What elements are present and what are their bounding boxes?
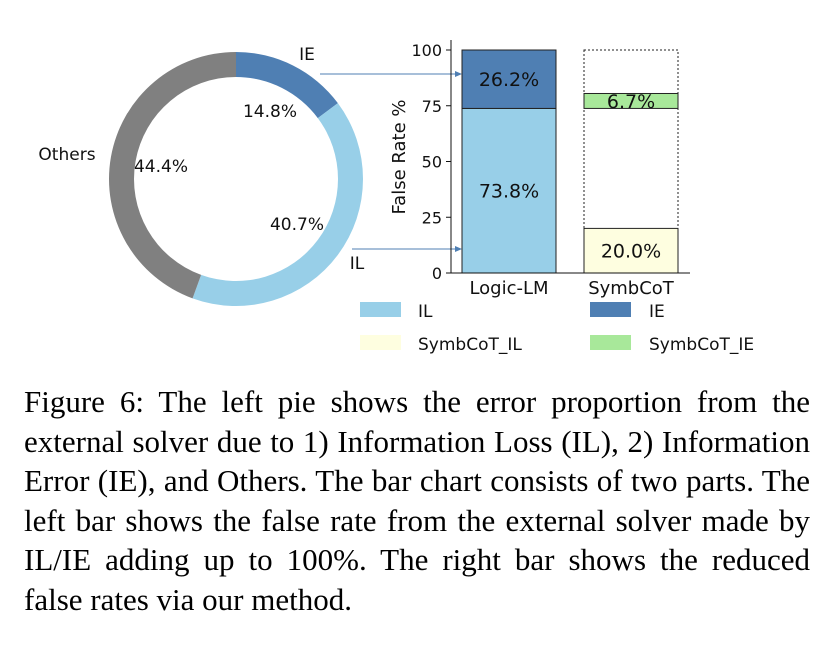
- legend-label-il: IL: [418, 302, 433, 322]
- connector-arrow-il: [352, 246, 462, 252]
- legend-swatch-il: [360, 302, 401, 317]
- stacked-bar-chart: 73.8% 26.2% 20.0% 6.7% 0 25 50 75 100 Logic-LM S…: [389, 40, 690, 299]
- y-tick-label: 50: [422, 153, 442, 172]
- bar-value-label: 26.2%: [479, 69, 539, 91]
- pie-slice-others: [108, 52, 236, 299]
- pie-slice-il: [192, 103, 364, 306]
- legend-item-symbcot-ie: SymbCoT_IE: [590, 335, 754, 355]
- y-axis-label: False Rate %: [389, 99, 410, 214]
- pie-label-il: IL: [350, 254, 365, 274]
- legend-swatch-symbcot-il: [360, 335, 401, 350]
- legend-label-symbcot-il: SymbCoT_IL: [418, 335, 522, 355]
- legend-item-ie: IE: [590, 302, 665, 322]
- bar-segments: 73.8% 26.2% 20.0% 6.7%: [461, 49, 679, 274]
- legend: IL IE SymbCoT_IL SymbCoT_IE: [360, 302, 754, 355]
- legend-label-symbcot-ie: SymbCoT_IE: [649, 335, 754, 355]
- legend-item-il: IL: [360, 302, 433, 322]
- y-tick-label: 25: [422, 208, 442, 227]
- bar-value-label: 73.8%: [479, 181, 539, 203]
- legend-swatch-ie: [590, 302, 631, 317]
- legend-swatch-symbcot-ie: [590, 335, 631, 350]
- pie-pct-others: 44.4%: [134, 157, 188, 177]
- legend-label-ie: IE: [649, 302, 665, 322]
- bar-segment-logic-lm-ie: [461, 49, 557, 109]
- connector-arrow-ie: [320, 71, 462, 77]
- pie-label-ie: IE: [299, 45, 315, 65]
- legend-item-symbcot-il: SymbCoT_IL: [360, 335, 522, 355]
- pie-label-others: Others: [38, 145, 95, 165]
- figure-canvas: IE IL Others 14.8% 40.7% 44.4% 73.8% 26.2…: [38, 40, 754, 355]
- bar-value-label: 6.7%: [607, 91, 655, 113]
- x-tick-label: SymbCoT: [588, 278, 675, 299]
- y-tick-label: 100: [411, 41, 442, 60]
- y-tick-label: 0: [432, 264, 442, 283]
- pie-pct-il: 40.7%: [270, 215, 324, 235]
- pie-pct-ie: 14.8%: [243, 102, 297, 122]
- bar-segment-logic-lm-il: [461, 107, 557, 274]
- pie-slice-ie: [236, 52, 338, 119]
- bar-value-label: 20.0%: [601, 241, 661, 263]
- y-tick-label: 75: [422, 97, 442, 116]
- x-ticks: Logic-LM SymbCoT: [469, 278, 674, 299]
- donut-chart: [108, 52, 364, 306]
- y-ticks: 0 25 50 75 100: [411, 41, 451, 283]
- y-axis: 0 25 50 75 100: [411, 40, 690, 283]
- x-tick-label: Logic-LM: [469, 278, 548, 299]
- figure-caption: Figure 6: The left pie shows the error p…: [24, 384, 810, 617]
